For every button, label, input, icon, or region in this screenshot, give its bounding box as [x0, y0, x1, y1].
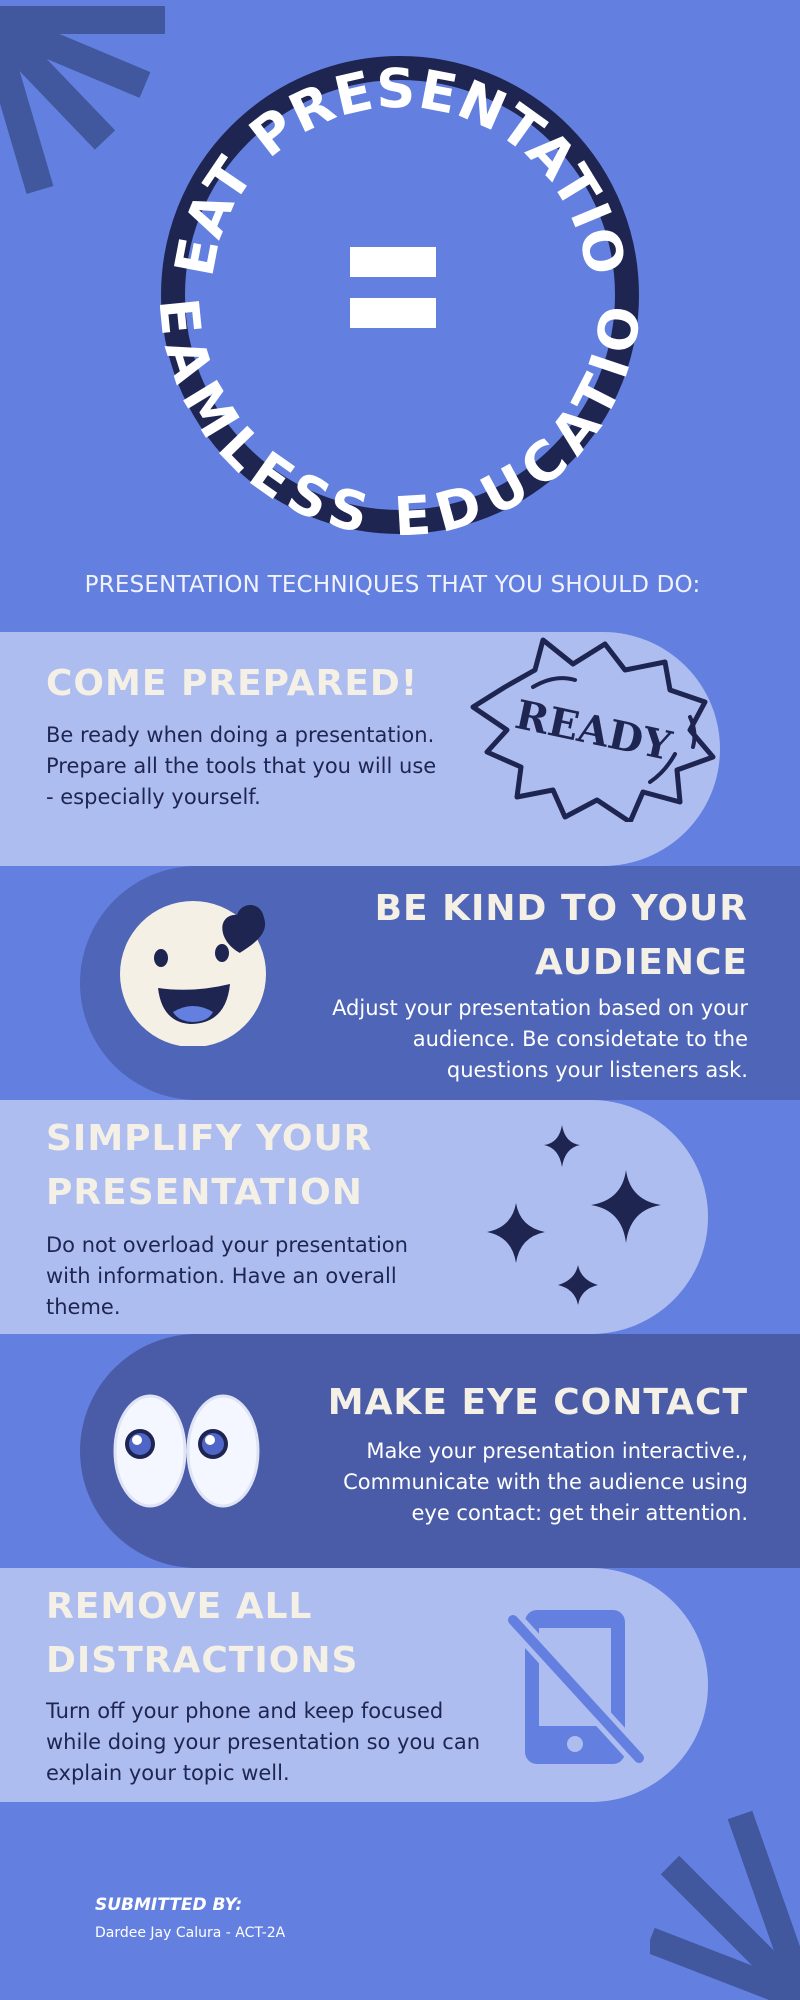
- ready-burst-icon: READY: [470, 637, 716, 822]
- equals-top-bar: [350, 247, 436, 277]
- equals-bottom-bar: [350, 298, 436, 328]
- card-eye-contact: MAKE EYE CONTACT Make your presentation …: [0, 1334, 800, 1568]
- smiley-heart-icon: [120, 901, 266, 1046]
- card-text-line: eye contact: get their attention.: [411, 1501, 748, 1525]
- no-phone-icon: [505, 1610, 645, 1768]
- card-text-line: while doing your presentation so you can: [46, 1730, 481, 1754]
- card-text-line: Make your presentation interactive.,: [366, 1439, 748, 1463]
- card-text: Do not overload your presentation with i…: [46, 1230, 408, 1323]
- card-background: [0, 632, 720, 866]
- card-title-line: REMOVE ALL: [46, 1586, 313, 1627]
- section-headline: PRESENTATION TECHNIQUES THAT YOU SHOULD …: [84, 572, 701, 598]
- submitter-name: Dardee Jay Calura - ACT-2A: [95, 1925, 286, 1941]
- card-text-line: Do not overload your presentation: [46, 1233, 408, 1257]
- card-text-line: explain your topic well.: [46, 1761, 290, 1785]
- card-title-line: BE KIND TO YOUR: [374, 888, 748, 929]
- card-text-line: theme.: [46, 1295, 121, 1319]
- card-text-line: questions your listeners ask.: [446, 1058, 748, 1082]
- card-text: Adjust your presentation based on your a…: [332, 993, 748, 1086]
- card-title: MAKE EYE CONTACT: [327, 1382, 748, 1423]
- card-remove-distractions: REMOVE ALL DISTRACTIONS Turn off your ph…: [0, 1568, 800, 1802]
- card-background: [0, 1100, 708, 1334]
- submitted-by-label: SUBMITTED BY:: [95, 1895, 243, 1915]
- card-text: Make your presentation interactive., Com…: [343, 1436, 748, 1529]
- sparkles-icon: [487, 1125, 661, 1305]
- eyes-icon: [113, 1394, 260, 1508]
- ready-sticker-text: READY: [511, 691, 676, 770]
- card-text-line: with information. Have an overall: [46, 1264, 397, 1288]
- card-title: REMOVE ALL DISTRACTIONS: [46, 1580, 358, 1688]
- card-title: SIMPLIFY YOUR PRESENTATION: [46, 1112, 372, 1220]
- badge-circle: NEAT PRESENTATION SEAMLESS EDUCATION: [137, 5, 653, 549]
- card-text: Be ready when doing a presentation. Prep…: [46, 720, 436, 813]
- card-title-line: SIMPLIFY YOUR: [46, 1118, 373, 1159]
- card-text-line: Prepare all the tools that you will use: [46, 754, 437, 778]
- card-title: COME PREPARED!: [46, 663, 419, 704]
- rays-decoration-bottom-right: [650, 1810, 800, 2000]
- card-text: Turn off your phone and keep focused whi…: [46, 1696, 480, 1789]
- card-text-line: Communicate with the audience using: [343, 1470, 748, 1494]
- card-text-line: Be ready when doing a presentation.: [46, 723, 435, 747]
- card-title: BE KIND TO YOUR AUDIENCE: [375, 882, 748, 990]
- card-come-prepared: COME PREPARED! Be ready when doing a pre…: [0, 632, 800, 866]
- card-text-line: - especially yourself.: [46, 785, 261, 809]
- card-text-line: audience. Be considetate to the: [412, 1027, 748, 1051]
- card-text-line: Turn off your phone and keep focused: [46, 1699, 444, 1723]
- card-title-line: DISTRACTIONS: [46, 1640, 359, 1681]
- card-title-line: PRESENTATION: [46, 1172, 363, 1213]
- card-be-kind: BE KIND TO YOUR AUDIENCE Adjust your pre…: [0, 866, 800, 1100]
- card-title-line: AUDIENCE: [535, 942, 748, 983]
- rays-decoration-top-left: [0, 6, 165, 194]
- title-badge: NEAT PRESENTATION SEAMLESS EDUCATION: [137, 5, 653, 549]
- card-text-line: Adjust your presentation based on your: [332, 996, 748, 1020]
- card-simplify: SIMPLIFY YOUR PRESENTATION Do not overlo…: [0, 1100, 800, 1334]
